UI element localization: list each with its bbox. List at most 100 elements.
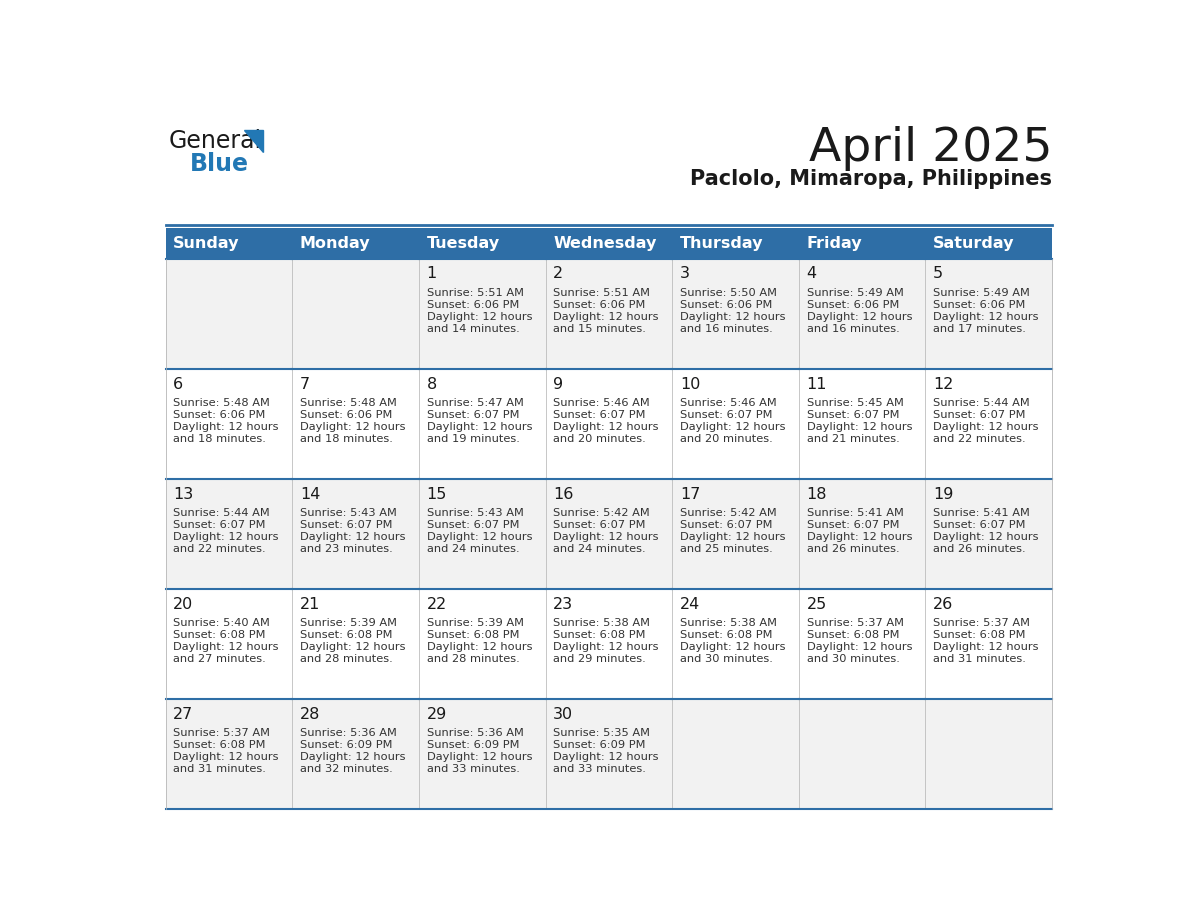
Text: Sunrise: 5:51 AM: Sunrise: 5:51 AM xyxy=(426,288,524,298)
Bar xyxy=(672,479,798,589)
Text: and 25 minutes.: and 25 minutes. xyxy=(680,544,772,554)
Text: Daylight: 12 hours: Daylight: 12 hours xyxy=(554,422,659,432)
Text: Thursday: Thursday xyxy=(680,236,764,251)
Text: Sunset: 6:09 PM: Sunset: 6:09 PM xyxy=(299,741,392,750)
Text: and 22 minutes.: and 22 minutes. xyxy=(934,434,1026,444)
Text: 10: 10 xyxy=(680,376,700,392)
Text: Sunset: 6:08 PM: Sunset: 6:08 PM xyxy=(807,631,899,640)
Text: Sunset: 6:07 PM: Sunset: 6:07 PM xyxy=(680,410,772,420)
Text: Sunrise: 5:36 AM: Sunrise: 5:36 AM xyxy=(426,729,524,738)
Text: Tuesday: Tuesday xyxy=(426,236,500,251)
Text: Sunset: 6:07 PM: Sunset: 6:07 PM xyxy=(680,521,772,531)
Text: Sunset: 6:06 PM: Sunset: 6:06 PM xyxy=(426,300,519,310)
Text: and 15 minutes.: and 15 minutes. xyxy=(554,324,646,334)
Text: Sunset: 6:07 PM: Sunset: 6:07 PM xyxy=(426,521,519,531)
Text: Monday: Monday xyxy=(299,236,371,251)
Text: Daylight: 12 hours: Daylight: 12 hours xyxy=(426,643,532,652)
Text: 13: 13 xyxy=(173,487,194,502)
Text: Wednesday: Wednesday xyxy=(554,236,657,251)
Text: 30: 30 xyxy=(554,707,574,722)
Text: Daylight: 12 hours: Daylight: 12 hours xyxy=(934,532,1038,543)
Text: and 22 minutes.: and 22 minutes. xyxy=(173,544,266,554)
Bar xyxy=(798,700,925,810)
Text: Sunset: 6:08 PM: Sunset: 6:08 PM xyxy=(299,631,392,640)
Text: Sunset: 6:07 PM: Sunset: 6:07 PM xyxy=(173,521,266,531)
Text: and 16 minutes.: and 16 minutes. xyxy=(680,324,772,334)
Bar xyxy=(925,589,1053,700)
Text: and 20 minutes.: and 20 minutes. xyxy=(554,434,646,444)
Text: Sunrise: 5:38 AM: Sunrise: 5:38 AM xyxy=(554,619,650,628)
Text: Daylight: 12 hours: Daylight: 12 hours xyxy=(680,643,785,652)
Bar xyxy=(292,228,419,259)
Text: Sunset: 6:07 PM: Sunset: 6:07 PM xyxy=(426,410,519,420)
Text: 27: 27 xyxy=(173,707,194,722)
Text: and 31 minutes.: and 31 minutes. xyxy=(173,765,266,774)
Text: Sunset: 6:09 PM: Sunset: 6:09 PM xyxy=(426,741,519,750)
Text: Sunset: 6:08 PM: Sunset: 6:08 PM xyxy=(680,631,772,640)
Text: 24: 24 xyxy=(680,597,700,611)
Text: and 31 minutes.: and 31 minutes. xyxy=(934,655,1026,664)
Text: 15: 15 xyxy=(426,487,447,502)
Text: 4: 4 xyxy=(807,266,816,282)
Text: Sunrise: 5:37 AM: Sunrise: 5:37 AM xyxy=(807,619,904,628)
Text: Daylight: 12 hours: Daylight: 12 hours xyxy=(807,422,912,432)
Text: Daylight: 12 hours: Daylight: 12 hours xyxy=(934,312,1038,322)
Bar xyxy=(672,228,798,259)
Text: and 24 minutes.: and 24 minutes. xyxy=(426,544,519,554)
Text: and 26 minutes.: and 26 minutes. xyxy=(934,544,1026,554)
Text: Sunrise: 5:36 AM: Sunrise: 5:36 AM xyxy=(299,729,397,738)
Text: 6: 6 xyxy=(173,376,183,392)
Text: Sunrise: 5:41 AM: Sunrise: 5:41 AM xyxy=(934,509,1030,519)
Text: Sunset: 6:06 PM: Sunset: 6:06 PM xyxy=(299,410,392,420)
Text: and 30 minutes.: and 30 minutes. xyxy=(807,655,899,664)
Bar xyxy=(545,369,672,479)
Text: Sunset: 6:06 PM: Sunset: 6:06 PM xyxy=(934,300,1025,310)
Bar xyxy=(798,479,925,589)
Text: 22: 22 xyxy=(426,597,447,611)
Text: Sunrise: 5:45 AM: Sunrise: 5:45 AM xyxy=(807,398,903,409)
Text: Sunrise: 5:51 AM: Sunrise: 5:51 AM xyxy=(554,288,650,298)
Text: Sunrise: 5:41 AM: Sunrise: 5:41 AM xyxy=(807,509,903,519)
Text: Sunset: 6:07 PM: Sunset: 6:07 PM xyxy=(807,521,899,531)
Text: and 30 minutes.: and 30 minutes. xyxy=(680,655,773,664)
Text: 23: 23 xyxy=(554,597,574,611)
Text: 16: 16 xyxy=(554,487,574,502)
Bar xyxy=(672,589,798,700)
Text: 20: 20 xyxy=(173,597,194,611)
Text: Daylight: 12 hours: Daylight: 12 hours xyxy=(807,532,912,543)
Bar xyxy=(419,259,545,369)
Text: 9: 9 xyxy=(554,376,563,392)
Text: Sunset: 6:09 PM: Sunset: 6:09 PM xyxy=(554,741,646,750)
Text: Daylight: 12 hours: Daylight: 12 hours xyxy=(680,312,785,322)
Text: Paclolo, Mimaropa, Philippines: Paclolo, Mimaropa, Philippines xyxy=(690,170,1053,189)
Bar xyxy=(798,369,925,479)
Text: Daylight: 12 hours: Daylight: 12 hours xyxy=(173,753,279,762)
Bar xyxy=(545,228,672,259)
Text: Sunset: 6:07 PM: Sunset: 6:07 PM xyxy=(299,521,392,531)
Text: Sunrise: 5:44 AM: Sunrise: 5:44 AM xyxy=(934,398,1030,409)
Text: 3: 3 xyxy=(680,266,690,282)
Text: Daylight: 12 hours: Daylight: 12 hours xyxy=(173,643,279,652)
Text: and 24 minutes.: and 24 minutes. xyxy=(554,544,646,554)
Text: and 33 minutes.: and 33 minutes. xyxy=(426,765,519,774)
Bar xyxy=(419,589,545,700)
Bar xyxy=(925,700,1053,810)
Text: Sunrise: 5:43 AM: Sunrise: 5:43 AM xyxy=(299,509,397,519)
Bar xyxy=(925,369,1053,479)
Text: Sunset: 6:06 PM: Sunset: 6:06 PM xyxy=(173,410,266,420)
Bar xyxy=(292,589,419,700)
Text: Friday: Friday xyxy=(807,236,862,251)
Text: Daylight: 12 hours: Daylight: 12 hours xyxy=(299,422,405,432)
Text: and 23 minutes.: and 23 minutes. xyxy=(299,544,393,554)
Bar xyxy=(419,700,545,810)
Text: Sunset: 6:08 PM: Sunset: 6:08 PM xyxy=(934,631,1025,640)
Text: 29: 29 xyxy=(426,707,447,722)
Text: 11: 11 xyxy=(807,376,827,392)
Text: and 29 minutes.: and 29 minutes. xyxy=(554,655,646,664)
Text: and 28 minutes.: and 28 minutes. xyxy=(299,655,393,664)
Text: Sunrise: 5:49 AM: Sunrise: 5:49 AM xyxy=(934,288,1030,298)
Bar xyxy=(165,228,292,259)
Text: Sunrise: 5:39 AM: Sunrise: 5:39 AM xyxy=(299,619,397,628)
Bar xyxy=(419,479,545,589)
Text: April 2025: April 2025 xyxy=(809,126,1053,171)
